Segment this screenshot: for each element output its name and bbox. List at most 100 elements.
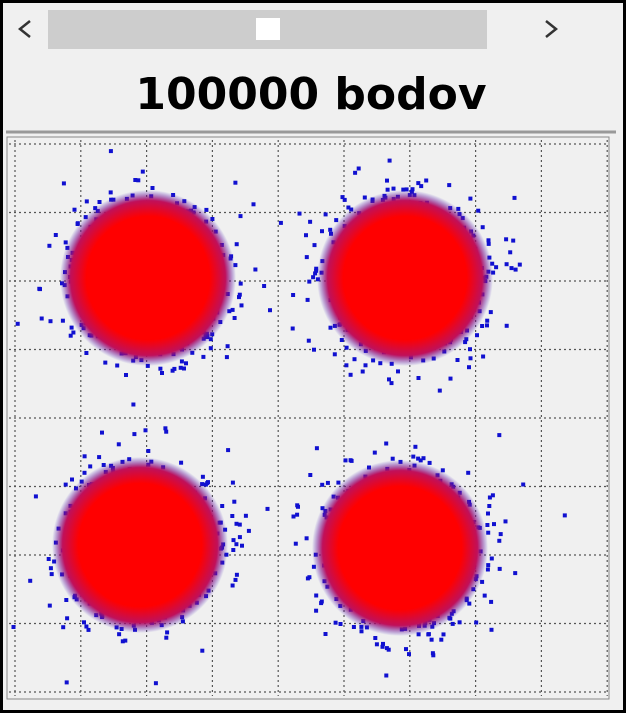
point <box>455 358 460 362</box>
point <box>485 523 490 527</box>
point <box>314 446 319 451</box>
point <box>430 651 435 656</box>
point <box>385 187 390 192</box>
point <box>82 620 86 625</box>
point <box>482 593 487 598</box>
point <box>179 460 184 465</box>
point <box>504 237 509 242</box>
point <box>475 333 479 338</box>
point <box>268 308 272 313</box>
cluster-core <box>317 190 493 366</box>
scrollbar[interactable] <box>17 10 559 49</box>
point <box>305 576 310 581</box>
point <box>84 624 89 629</box>
point <box>489 556 494 561</box>
point <box>291 293 296 297</box>
point <box>201 354 206 359</box>
point <box>485 323 489 328</box>
point <box>416 181 421 186</box>
point <box>231 548 236 552</box>
point <box>441 632 446 637</box>
point <box>184 361 188 366</box>
point <box>371 358 376 363</box>
point <box>246 528 251 533</box>
point <box>486 241 491 246</box>
point <box>504 323 509 328</box>
point <box>426 632 431 637</box>
point <box>374 642 379 647</box>
scroll-thumb[interactable] <box>256 18 280 40</box>
point <box>491 270 496 275</box>
point <box>498 532 503 537</box>
point <box>480 324 485 328</box>
point <box>348 372 353 377</box>
point <box>416 376 421 380</box>
point <box>97 455 102 460</box>
scroll-left-arrow[interactable] <box>17 20 31 38</box>
point <box>64 680 69 685</box>
point <box>53 233 58 237</box>
point <box>410 187 415 192</box>
point <box>308 219 313 224</box>
point <box>224 355 229 360</box>
point <box>28 578 33 583</box>
point <box>163 426 168 431</box>
point <box>103 360 108 365</box>
point <box>486 563 491 568</box>
point <box>338 622 343 626</box>
point <box>356 166 361 171</box>
point <box>63 482 68 487</box>
point <box>313 271 318 276</box>
point <box>381 641 385 646</box>
scroll-right-arrow[interactable] <box>545 20 559 38</box>
point <box>304 233 308 238</box>
point <box>494 265 499 270</box>
point <box>352 357 357 362</box>
point <box>333 620 338 625</box>
point <box>290 326 295 331</box>
point <box>97 200 102 204</box>
point <box>468 196 473 201</box>
point <box>489 599 494 604</box>
point <box>363 363 368 368</box>
point <box>306 338 311 343</box>
point <box>233 577 238 582</box>
point <box>336 480 341 485</box>
point <box>320 229 324 234</box>
point <box>521 482 526 487</box>
point <box>487 495 492 500</box>
point <box>466 470 471 475</box>
point <box>251 202 256 207</box>
point <box>230 514 235 518</box>
point <box>431 653 436 658</box>
point <box>562 513 567 518</box>
point <box>343 458 348 463</box>
point <box>411 454 416 459</box>
point <box>314 268 319 273</box>
point <box>179 359 184 364</box>
point <box>68 333 73 338</box>
point <box>429 637 434 642</box>
point <box>253 267 258 272</box>
point <box>11 625 16 629</box>
point <box>359 629 364 634</box>
point <box>311 275 316 280</box>
point <box>278 220 283 225</box>
point <box>332 352 337 357</box>
point <box>334 218 339 223</box>
point <box>108 190 113 195</box>
scatter <box>11 149 567 686</box>
point <box>232 316 237 320</box>
point <box>49 572 54 577</box>
point <box>416 456 421 461</box>
point <box>182 366 186 371</box>
point <box>490 493 495 498</box>
point <box>70 477 74 482</box>
point <box>467 601 472 606</box>
point <box>489 627 494 632</box>
point <box>468 356 473 361</box>
point <box>390 456 395 461</box>
point <box>295 512 300 517</box>
point <box>178 365 183 370</box>
point <box>419 184 424 189</box>
